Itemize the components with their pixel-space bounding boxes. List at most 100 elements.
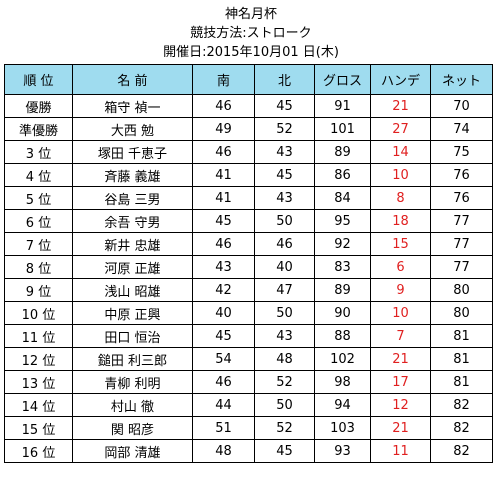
table-row: 8 位河原 正雄 43 40 83 6 77 (4, 255, 493, 279)
table-cell: 10 位 (4, 301, 73, 325)
column-header: 順 位 (4, 64, 73, 95)
table-row: 4 位斉藤 義雄 41 45 86 10 76 (4, 163, 493, 187)
table-row: 15 位関 昭彦 51 52 103 21 82 (4, 416, 493, 440)
table-cell: 41 (192, 186, 255, 210)
table-cell: 21 (370, 94, 431, 118)
table-cell: 43 (254, 186, 315, 210)
table-cell: 80 (430, 278, 493, 302)
table-cell: 27 (370, 117, 431, 141)
table-cell: 余吾 守男 (72, 209, 193, 233)
table-row: 14 位村山 徹 44 50 94 12 82 (4, 393, 493, 417)
table-cell: 103 (314, 416, 371, 440)
table-cell: 52 (254, 117, 315, 141)
table-cell: 82 (430, 439, 493, 463)
table-cell: 51 (192, 416, 255, 440)
table-cell: 6 (370, 255, 431, 279)
table-cell: 45 (254, 94, 315, 118)
table-cell: 21 (370, 347, 431, 371)
header: 神名月杯 競技方法:ストローク 開催日:2015年10月01 日(木) (0, 0, 502, 62)
table-cell: 98 (314, 370, 371, 394)
table-cell: 46 (192, 370, 255, 394)
results-table: 順 位名 前南北グロス ハンデ ネット 優勝 箱守 禎一 46 45 91 21 70 準優勝 大西… (4, 64, 493, 463)
table-cell: 箱守 禎一 (72, 94, 193, 118)
table-cell: 76 (430, 163, 493, 187)
table-cell: 田口 恒治 (72, 324, 193, 348)
table-cell: 94 (314, 393, 371, 417)
table-row: 13 位青柳 利明 46 52 98 17 81 (4, 370, 493, 394)
column-header: グロス (314, 64, 371, 95)
table-cell: 82 (430, 416, 493, 440)
table-cell: 77 (430, 209, 493, 233)
table-cell: 新井 忠雄 (72, 232, 193, 256)
table-cell: 7 (370, 324, 431, 348)
table-cell: 12 位 (4, 347, 73, 371)
table-cell: 82 (430, 393, 493, 417)
table-cell: 46 (192, 94, 255, 118)
table-cell: 岡部 清雄 (72, 439, 193, 463)
table-cell: 54 (192, 347, 255, 371)
header-row: 順 位名 前南北グロス ハンデ ネット (4, 64, 493, 95)
table-cell: 89 (314, 278, 371, 302)
table-cell: 52 (254, 416, 315, 440)
table-cell: 43 (254, 324, 315, 348)
table-cell: 45 (192, 324, 255, 348)
table-cell: 41 (192, 163, 255, 187)
table-cell: 45 (254, 163, 315, 187)
table-row: 5 位谷島 三男 41 43 84 8 76 (4, 186, 493, 210)
table-cell: 81 (430, 347, 493, 371)
table-cell: 14 位 (4, 393, 73, 417)
table-cell: 14 (370, 140, 431, 164)
table-cell: 83 (314, 255, 371, 279)
table-cell: 52 (254, 370, 315, 394)
table-row: 優勝 箱守 禎一 46 45 91 21 70 (4, 94, 493, 118)
table-cell: 46 (192, 232, 255, 256)
table-cell: 50 (254, 393, 315, 417)
table-cell: 50 (254, 301, 315, 325)
column-header: 名 前 (72, 64, 193, 95)
table-cell: 50 (254, 209, 315, 233)
table-cell: 8 (370, 186, 431, 210)
table-row: 12 位鎚田 利三郎 54 48 102 21 81 (4, 347, 493, 371)
table-cell: 102 (314, 347, 371, 371)
table-cell: 75 (430, 140, 493, 164)
table-cell: 大西 勉 (72, 117, 193, 141)
table-row: 9 位浅山 昭雄 42 47 89 9 80 (4, 278, 493, 302)
table-cell: 48 (192, 439, 255, 463)
table-cell: 関 昭彦 (72, 416, 193, 440)
table-cell: 青柳 利明 (72, 370, 193, 394)
table-cell: 81 (430, 370, 493, 394)
table-cell: 12 (370, 393, 431, 417)
column-header: ハンデ (370, 64, 431, 95)
table-cell: 3 位 (4, 140, 73, 164)
table-cell: 鎚田 利三郎 (72, 347, 193, 371)
table-cell: 89 (314, 140, 371, 164)
table-cell: 11 (370, 439, 431, 463)
table-cell: 46 (192, 140, 255, 164)
table-cell: 77 (430, 232, 493, 256)
table-cell: 47 (254, 278, 315, 302)
table-cell: 92 (314, 232, 371, 256)
table-cell: 中原 正興 (72, 301, 193, 325)
column-header: ネット (430, 64, 493, 95)
table-cell: 谷島 三男 (72, 186, 193, 210)
table-cell: 10 (370, 301, 431, 325)
table-row: 6 位余吾 守男 45 50 95 18 77 (4, 209, 493, 233)
method: 競技方法:ストローク (190, 26, 312, 41)
table-cell: 15 位 (4, 416, 73, 440)
table-cell: 77 (430, 255, 493, 279)
table-cell: 4 位 (4, 163, 73, 187)
table-cell: 7 位 (4, 232, 73, 256)
table-row: 準優勝 大西 勉 49 52 101 27 74 (4, 117, 493, 141)
table-row: 3 位塚田 千恵子 46 43 89 14 75 (4, 140, 493, 164)
table-cell: 9 位 (4, 278, 73, 302)
table-cell: 43 (192, 255, 255, 279)
table-cell: 塚田 千恵子 (72, 140, 193, 164)
table-cell: 46 (254, 232, 315, 256)
table-row: 10 位中原 正興 40 50 90 10 80 (4, 301, 493, 325)
table-cell: 村山 徹 (72, 393, 193, 417)
table-cell: 斉藤 義雄 (72, 163, 193, 187)
table-cell: 17 (370, 370, 431, 394)
table-cell: 95 (314, 209, 371, 233)
table-cell: 40 (254, 255, 315, 279)
table-row: 16 位岡部 清雄 48 45 93 11 82 (4, 439, 493, 463)
